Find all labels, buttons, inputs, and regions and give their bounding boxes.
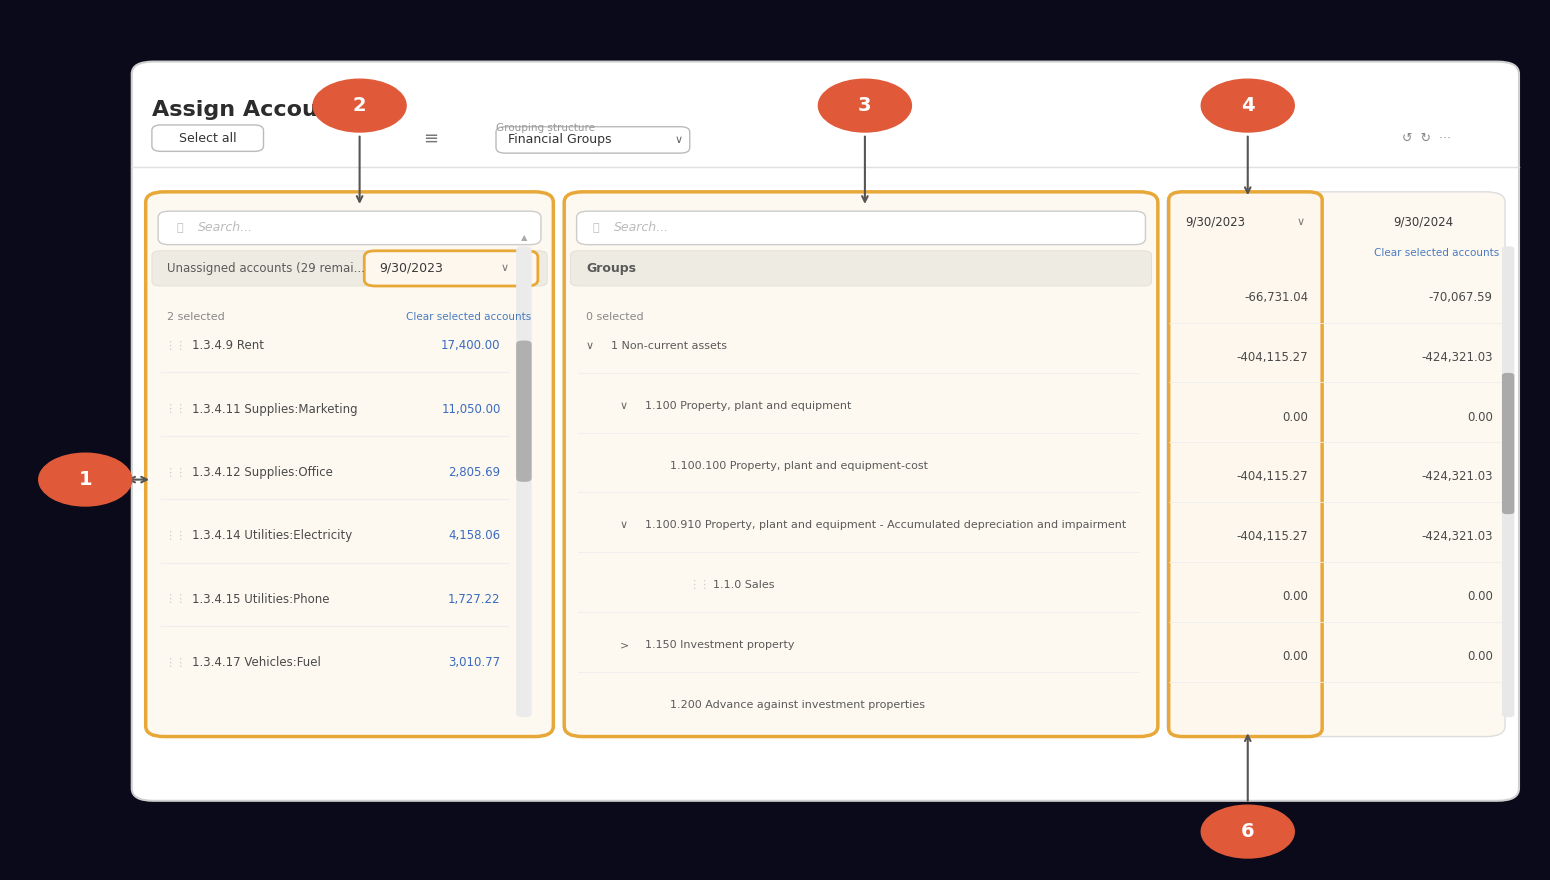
Text: ∨: ∨ — [1297, 216, 1305, 227]
Circle shape — [1201, 805, 1294, 858]
Text: Search...: Search... — [614, 222, 670, 234]
FancyBboxPatch shape — [1502, 373, 1514, 514]
Text: 1.3.4.9 Rent: 1.3.4.9 Rent — [192, 340, 264, 352]
Text: 6: 6 — [1242, 822, 1254, 841]
Text: 2,805.69: 2,805.69 — [448, 466, 501, 479]
Text: ⋮⋮: ⋮⋮ — [164, 531, 186, 541]
Text: 0.00: 0.00 — [1466, 650, 1493, 663]
Text: ⋮⋮: ⋮⋮ — [164, 341, 186, 351]
Text: 1.100.910 Property, plant and equipment - Accumulated depreciation and impairmen: 1.100.910 Property, plant and equipment … — [645, 520, 1125, 531]
Text: 1,727.22: 1,727.22 — [448, 593, 501, 605]
Text: ≡: ≡ — [423, 129, 439, 147]
Text: 0.00: 0.00 — [1466, 411, 1493, 423]
FancyBboxPatch shape — [577, 211, 1145, 245]
FancyBboxPatch shape — [564, 192, 1158, 737]
Text: Select all: Select all — [178, 132, 237, 144]
Text: 1.100 Property, plant and equipment: 1.100 Property, plant and equipment — [645, 400, 851, 411]
Text: -404,115.27: -404,115.27 — [1237, 471, 1308, 483]
Text: 1.3.4.17 Vehicles:Fuel: 1.3.4.17 Vehicles:Fuel — [192, 656, 321, 669]
Text: Clear selected accounts: Clear selected accounts — [1373, 248, 1499, 259]
Text: Groups: Groups — [586, 262, 635, 275]
Text: ⋮⋮: ⋮⋮ — [164, 657, 186, 668]
Text: 1.3.4.12 Supplies:Office: 1.3.4.12 Supplies:Office — [192, 466, 333, 479]
Text: 1.200 Advance against investment properties: 1.200 Advance against investment propert… — [670, 700, 925, 710]
Text: ⋮⋮: ⋮⋮ — [164, 404, 186, 414]
FancyBboxPatch shape — [570, 251, 1152, 286]
Text: ∨: ∨ — [620, 520, 628, 531]
Circle shape — [313, 79, 406, 132]
FancyBboxPatch shape — [158, 211, 541, 245]
Text: 3,010.77: 3,010.77 — [448, 656, 501, 669]
Text: 0.00: 0.00 — [1282, 590, 1308, 603]
FancyBboxPatch shape — [152, 251, 547, 286]
Text: Grouping structure: Grouping structure — [496, 122, 595, 133]
Text: Financial Groups: Financial Groups — [508, 134, 612, 146]
Text: ∨: ∨ — [620, 400, 628, 411]
Text: ∨: ∨ — [674, 135, 682, 145]
Text: -70,067.59: -70,067.59 — [1429, 291, 1493, 304]
Text: 0.00: 0.00 — [1466, 590, 1493, 603]
Text: 4: 4 — [1242, 96, 1254, 115]
Text: 2: 2 — [353, 96, 366, 115]
Text: -424,321.03: -424,321.03 — [1421, 351, 1493, 363]
Text: 0.00: 0.00 — [1282, 411, 1308, 423]
Text: 0 selected: 0 selected — [586, 312, 643, 322]
FancyBboxPatch shape — [516, 341, 532, 482]
Text: 3: 3 — [859, 96, 871, 115]
Text: ▲: ▲ — [521, 233, 527, 242]
Text: 17,400.00: 17,400.00 — [442, 340, 501, 352]
Text: ⋮⋮: ⋮⋮ — [688, 580, 710, 590]
Text: 1.3.4.14 Utilities:Electricity: 1.3.4.14 Utilities:Electricity — [192, 530, 352, 542]
Circle shape — [818, 79, 911, 132]
FancyBboxPatch shape — [146, 192, 553, 737]
Text: 1.150 Investment property: 1.150 Investment property — [645, 640, 794, 650]
Text: ∨: ∨ — [586, 341, 594, 351]
Text: 4,158.06: 4,158.06 — [448, 530, 501, 542]
Text: -424,321.03: -424,321.03 — [1421, 531, 1493, 543]
Text: -424,321.03: -424,321.03 — [1421, 471, 1493, 483]
Text: Unassigned accounts (29 remai...: Unassigned accounts (29 remai... — [167, 262, 366, 275]
Text: Assign Accounts: Assign Accounts — [152, 100, 358, 120]
Text: >: > — [620, 640, 629, 650]
FancyBboxPatch shape — [516, 246, 532, 717]
Text: Search...: Search... — [198, 222, 254, 234]
FancyBboxPatch shape — [496, 127, 690, 153]
Text: 9/30/2023: 9/30/2023 — [380, 262, 443, 275]
FancyBboxPatch shape — [1502, 246, 1514, 717]
FancyBboxPatch shape — [1169, 192, 1322, 737]
Text: 1 Non-current assets: 1 Non-current assets — [611, 341, 727, 351]
Text: 🔍: 🔍 — [592, 223, 598, 233]
Circle shape — [1201, 79, 1294, 132]
Text: -404,115.27: -404,115.27 — [1237, 531, 1308, 543]
Text: ↺  ↻  ···: ↺ ↻ ··· — [1401, 132, 1451, 144]
Text: 1.3.4.15 Utilities:Phone: 1.3.4.15 Utilities:Phone — [192, 593, 330, 605]
Text: ⋮⋮: ⋮⋮ — [164, 594, 186, 605]
Text: 0.00: 0.00 — [1282, 650, 1308, 663]
Text: -66,731.04: -66,731.04 — [1245, 291, 1308, 304]
FancyBboxPatch shape — [152, 125, 264, 151]
FancyBboxPatch shape — [1167, 192, 1505, 737]
Text: -404,115.27: -404,115.27 — [1237, 351, 1308, 363]
Text: 11,050.00: 11,050.00 — [442, 403, 501, 415]
FancyBboxPatch shape — [364, 251, 538, 286]
Text: 2 selected: 2 selected — [167, 312, 225, 322]
Text: 9/30/2023: 9/30/2023 — [1186, 216, 1246, 228]
FancyBboxPatch shape — [132, 62, 1519, 801]
Text: 🔍: 🔍 — [177, 223, 183, 233]
Text: 1.1.0 Sales: 1.1.0 Sales — [713, 580, 775, 590]
Text: ∨: ∨ — [501, 263, 508, 274]
Text: ⋮⋮: ⋮⋮ — [164, 467, 186, 478]
Text: 1: 1 — [79, 470, 91, 489]
Text: Clear selected accounts: Clear selected accounts — [406, 312, 532, 322]
Text: 1.3.4.11 Supplies:Marketing: 1.3.4.11 Supplies:Marketing — [192, 403, 358, 415]
Text: 9/30/2024: 9/30/2024 — [1393, 216, 1452, 228]
Text: 1.100.100 Property, plant and equipment-cost: 1.100.100 Property, plant and equipment-… — [670, 460, 927, 471]
Circle shape — [39, 453, 132, 506]
